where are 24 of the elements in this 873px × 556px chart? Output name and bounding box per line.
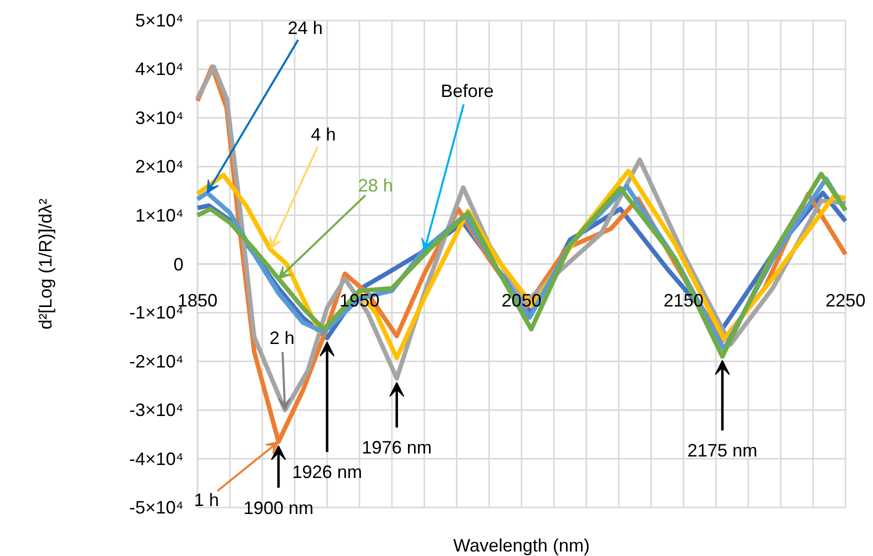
text: 24 h — [288, 18, 323, 38]
y-tick-label: -3×10⁴ — [129, 400, 184, 420]
y-tick-label: 4×10⁴ — [135, 59, 184, 80]
y-tick-label: 3×10⁴ — [135, 108, 184, 128]
text: Before — [440, 80, 494, 101]
annotation: 1926 nm — [292, 462, 362, 482]
annotation: 1900 nm — [243, 498, 314, 518]
y-tick-label: 1×10⁴ — [135, 205, 184, 226]
y-tick-label: 5×10⁴ — [135, 10, 184, 30]
y-tick-label: -2×10⁴ — [129, 351, 184, 372]
y-tick-label: -4×10⁴ — [129, 448, 184, 469]
annotation: 2175 nm — [687, 440, 758, 461]
text: 4 h — [310, 124, 336, 144]
y-axis-title: d²[Log (1/R)]/dλ² — [36, 198, 56, 330]
y-tick-label: 0 — [173, 254, 184, 274]
y-tick-label: 2×10⁴ — [135, 156, 184, 177]
series-label: 2 h — [269, 328, 294, 348]
annotation: 1976 nm — [362, 437, 432, 458]
x-tick-label: 1950 — [339, 290, 380, 310]
x-tick-label: 2250 — [825, 290, 866, 310]
y-tick-label: -5×10⁴ — [129, 498, 184, 518]
x-axis-title: Wavelength (nm) — [453, 536, 590, 556]
text: 28 h — [358, 176, 394, 196]
text: 1 h — [194, 490, 220, 510]
